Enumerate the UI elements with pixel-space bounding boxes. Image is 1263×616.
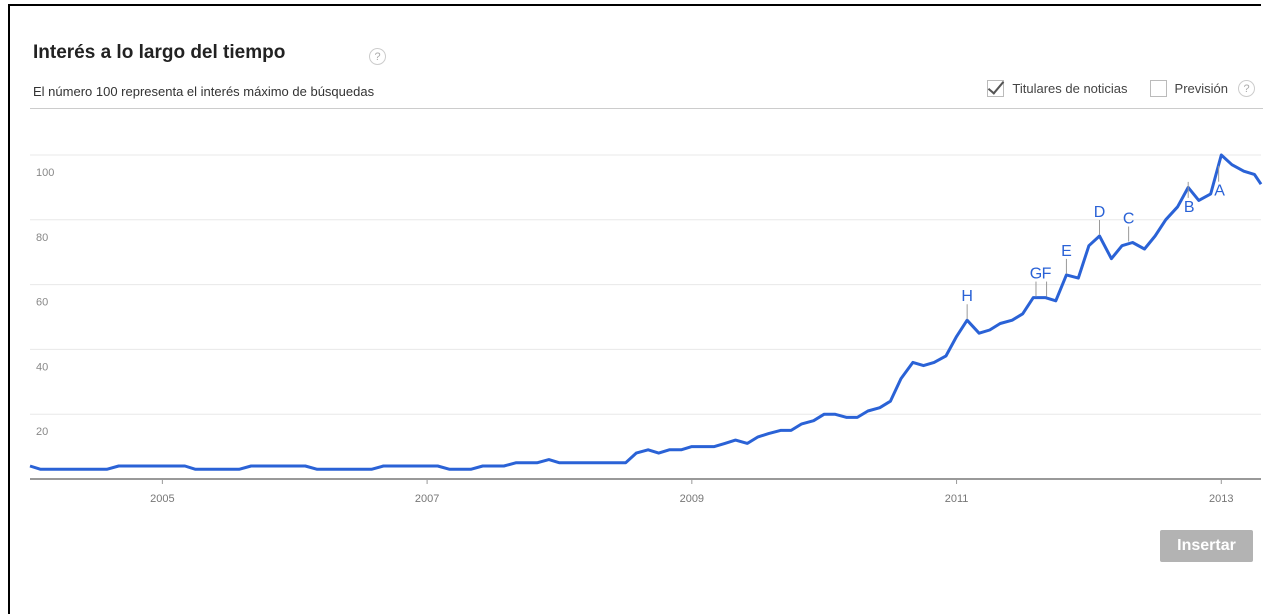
x-tick-label: 2011 [945,493,969,505]
annotation-label: D [1094,204,1106,221]
forecast-checkbox[interactable] [1149,80,1167,97]
header-divider [30,108,1263,109]
widget-frame [8,4,1261,614]
annotation-label: H [961,288,973,305]
y-tick-label: 80 [36,232,48,244]
annotation-label: B [1184,199,1195,216]
help-icon[interactable]: ? [369,48,386,65]
news-headlines-toggle[interactable]: Titulares de noticias [987,80,1128,97]
news-headlines-label: Titulares de noticias [1012,81,1128,96]
x-tick-label: 2007 [415,493,439,505]
forecast-toggle[interactable]: Previsión [1149,80,1228,97]
forecast-help-icon[interactable]: ? [1238,80,1255,97]
insert-button[interactable]: Insertar [1160,530,1253,562]
y-tick-label: 40 [36,361,48,373]
chart-controls: Titulares de noticias Previsión ? [987,80,1255,97]
page-title: Interés a lo largo del tiempo [33,42,286,63]
annotation-label: A [1214,183,1225,200]
x-tick-label: 2005 [150,493,174,505]
annotation-label: C [1123,210,1135,227]
subtitle: El número 100 representa el interés máxi… [33,84,375,99]
news-headlines-checkbox[interactable] [987,80,1005,97]
annotation-label: E [1061,243,1072,260]
y-tick-label: 20 [36,426,48,438]
x-tick-label: 2013 [1209,493,1233,505]
annotation-label: F [1042,266,1052,283]
x-tick-label: 2009 [680,493,704,505]
annotation-label: G [1030,266,1042,283]
y-tick-label: 100 [36,167,54,179]
y-tick-label: 60 [36,297,48,309]
forecast-label: Previsión [1174,81,1228,96]
series-line [29,153,1263,471]
